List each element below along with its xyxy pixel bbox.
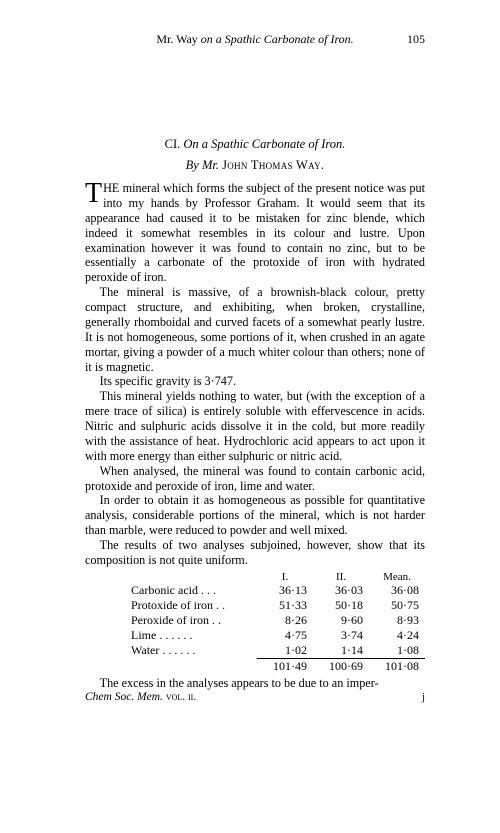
row-label: Carbonic acid . . . [125,583,257,598]
col-head-1: I. [257,571,313,583]
table-row: Water . . . . . . 1·02 1·14 1·08 [125,643,425,659]
cell: 51·33 [257,598,313,613]
running-head: Mr. Way on a Spathic Carbonate of Iron. … [85,32,425,47]
paragraph-8: The excess in the analyses appears to be… [85,676,425,691]
cell: 50·75 [369,598,425,613]
paragraph-7: The results of two analyses subjoined, h… [85,538,425,568]
article-number: CI. [165,137,181,151]
article-title: On a Spathic Carbonate of Iron. [183,137,345,151]
row-label: Protoxide of iron . . [125,598,257,613]
para-1-text: HE mineral which forms the subject of th… [85,181,425,284]
cell: 1·02 [257,643,313,659]
footer-imprint: Chem Soc. Mem. [85,691,163,703]
total-3: 101·08 [369,658,425,674]
totals-blank [125,658,257,674]
signature-mark: j [422,691,425,703]
row-label: Peroxide of iron . . [125,613,257,628]
cell: 3·74 [313,628,369,643]
table-row: Protoxide of iron . . 51·33 50·18 50·75 [125,598,425,613]
paragraph-2: The mineral is massive, of a brownish-bl… [85,285,425,374]
total-2: 100·69 [313,658,369,674]
row-label: Water . . . . . . [125,643,257,659]
cell: 8·93 [369,613,425,628]
table-row: Peroxide of iron . . 8·26 9·60 8·93 [125,613,425,628]
page: Mr. Way on a Spathic Carbonate of Iron. … [0,0,500,733]
cell: 8·26 [257,613,313,628]
table-header-blank [125,571,257,583]
page-number: 105 [407,32,425,47]
cell: 9·60 [313,613,369,628]
cell: 1·08 [369,643,425,659]
paragraph-5: When analysed, the mineral was found to … [85,464,425,494]
cell: 4·24 [369,628,425,643]
row-label: Lime . . . . . . [125,628,257,643]
dropcap: T [85,181,103,206]
cell: 4·75 [257,628,313,643]
analysis-table: I. II. Mean. Carbonic acid . . . 36·13 3… [85,571,425,674]
byline: By Mr. John Thomas Way. [85,158,425,173]
cell: 36·03 [313,583,369,598]
byline-prefix: By Mr. [186,158,219,172]
cell: 36·08 [369,583,425,598]
table-row: Carbonic acid . . . 36·13 36·03 36·08 [125,583,425,598]
article-title-line: CI. On a Spathic Carbonate of Iron. [85,137,425,152]
running-head-title: on a Spathic Carbonate of Iron. [201,32,354,46]
col-head-3: Mean. [369,571,425,583]
cell: 50·18 [313,598,369,613]
paragraph-4: This mineral yields nothing to water, bu… [85,389,425,463]
footer-left: Chem Soc. Mem. vol. ii. [85,691,196,703]
paragraph-3: Its specific gravity is 3·747. [85,374,425,389]
paragraph-1: THE mineral which forms the subject of t… [85,181,425,285]
byline-author: John Thomas Way. [222,158,324,172]
cell: 1·14 [313,643,369,659]
table-totals-row: 101·49 100·69 101·08 [125,658,425,674]
table: I. II. Mean. Carbonic acid . . . 36·13 3… [125,571,425,674]
cell: 36·13 [257,583,313,598]
running-head-author: Mr. Way [156,32,197,46]
paragraph-6: In order to obtain it as homogeneous as … [85,493,425,538]
table-row: Lime . . . . . . 4·75 3·74 4·24 [125,628,425,643]
footer-imprint-line: Chem Soc. Mem. vol. ii. j [85,691,425,703]
col-head-2: II. [313,571,369,583]
total-1: 101·49 [257,658,313,674]
table-header-row: I. II. Mean. [125,571,425,583]
footer-vol: vol. ii. [166,691,196,703]
